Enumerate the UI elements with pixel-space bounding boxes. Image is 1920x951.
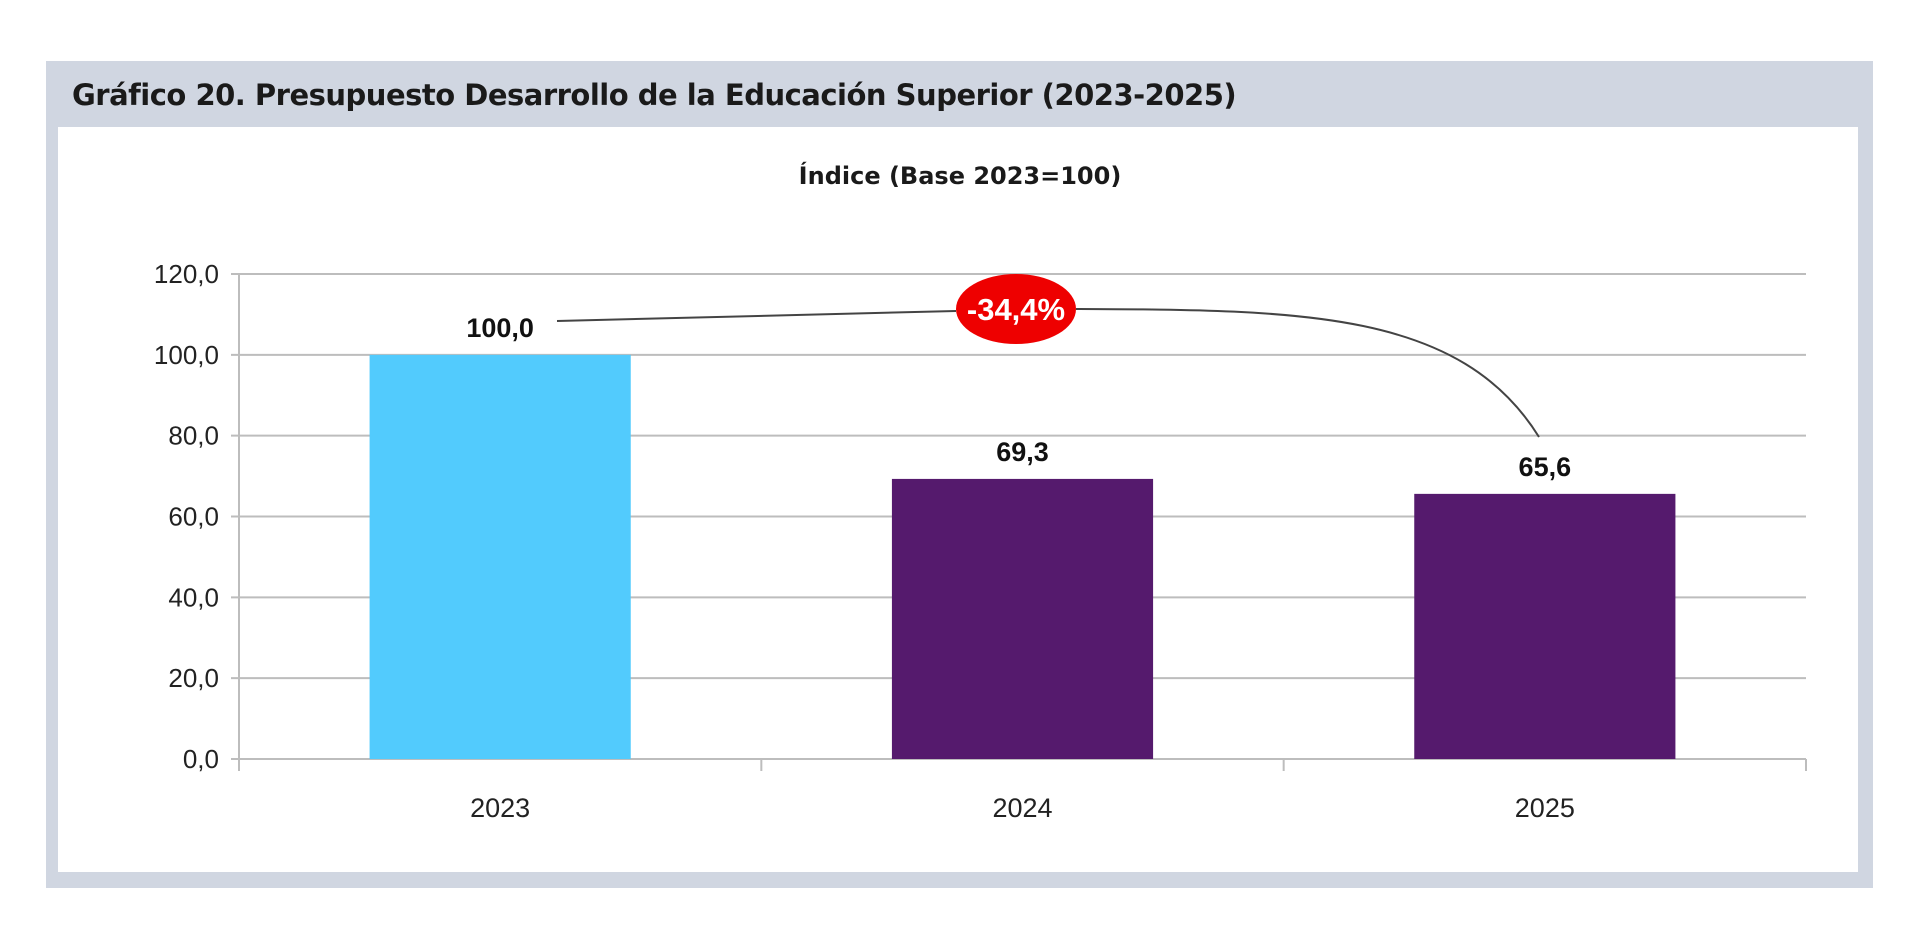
annotation-connector (556, 310, 957, 322)
y-tick-label: 60,0 (168, 502, 219, 532)
chart-subtitle: Índice (Base 2023=100) (799, 161, 1122, 190)
y-tick-label: 0,0 (183, 744, 219, 774)
x-tick-label: 2024 (992, 793, 1052, 823)
y-tick-label: 100,0 (154, 340, 219, 370)
data-label: 69,3 (996, 437, 1049, 467)
y-tick-label: 20,0 (168, 663, 219, 693)
y-tick-label: 120,0 (154, 259, 219, 289)
data-label: 65,6 (1519, 452, 1572, 482)
bar-2023 (369, 354, 631, 759)
y-tick-label: 40,0 (168, 582, 219, 612)
change-badge (956, 274, 1076, 344)
y-tick-label: 80,0 (168, 421, 219, 451)
bar-2025 (1414, 493, 1676, 759)
x-tick-label: 2023 (470, 793, 530, 823)
x-tick-label: 2025 (1515, 793, 1575, 823)
annotation-connector (1075, 308, 1540, 438)
change-label: -34,4% (967, 292, 1065, 327)
bar-2024 (891, 478, 1154, 759)
data-label: 100,0 (466, 313, 534, 343)
chart-title: Gráfico 20. Presupuesto Desarrollo de la… (72, 78, 1237, 112)
